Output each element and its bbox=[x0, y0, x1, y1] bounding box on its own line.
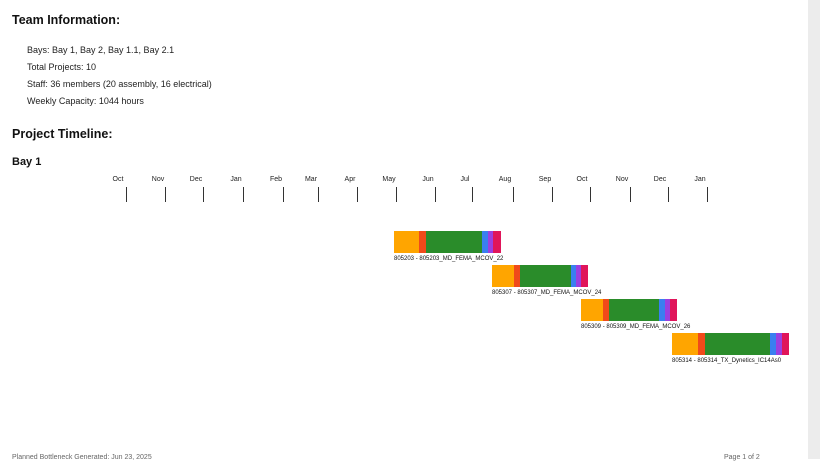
month-tick bbox=[590, 187, 591, 202]
month-tick bbox=[707, 187, 708, 202]
weekly-capacity-line: Weekly Capacity: 1044 hours bbox=[27, 96, 144, 106]
phase-segment bbox=[576, 265, 581, 287]
phase-segment bbox=[520, 265, 571, 287]
project-label: 805307 - 805307_MD_FEMA_MCOV_24 bbox=[492, 290, 602, 296]
bays-line: Bays: Bay 1, Bay 2, Bay 1.1, Bay 2.1 bbox=[27, 45, 175, 55]
project-label: 805309 - 805309_MD_FEMA_MCOV_26 bbox=[581, 324, 691, 330]
month-tick bbox=[396, 187, 397, 202]
month-label: Dec bbox=[653, 176, 667, 183]
month-label: Apr bbox=[344, 176, 356, 183]
phase-segment bbox=[394, 231, 419, 253]
month-label: Jan bbox=[694, 176, 706, 183]
project-bar[interactable] bbox=[581, 299, 677, 321]
month-tick bbox=[552, 187, 553, 202]
month-tick bbox=[357, 187, 358, 202]
phase-segment bbox=[776, 333, 782, 355]
month-label: May bbox=[382, 176, 396, 183]
month-label: Jul bbox=[460, 176, 470, 183]
month-label: Feb bbox=[269, 176, 283, 183]
month-tick bbox=[513, 187, 514, 202]
phase-segment bbox=[603, 299, 609, 321]
total-projects-line: Total Projects: 10 bbox=[27, 62, 97, 72]
project-bar[interactable] bbox=[492, 265, 588, 287]
month-label: Dec bbox=[189, 176, 203, 183]
bay-heading: Bay 1 bbox=[12, 156, 42, 168]
footer-left: Planned Bottleneck Generated: Jun 23, 20… bbox=[12, 454, 152, 461]
phase-segment bbox=[782, 333, 789, 355]
project-label: 805314 - 805314_TX_Dynetics_IC14As0 bbox=[672, 358, 782, 364]
month-tick bbox=[283, 187, 284, 202]
phase-segment bbox=[705, 333, 770, 355]
phase-segment bbox=[770, 333, 776, 355]
project-bar[interactable] bbox=[394, 231, 501, 253]
phase-segment bbox=[665, 299, 670, 321]
phase-segment bbox=[492, 265, 514, 287]
month-tick bbox=[668, 187, 669, 202]
month-tick bbox=[435, 187, 436, 202]
scrollbar[interactable] bbox=[808, 0, 820, 459]
team-information-heading: Team Information: bbox=[12, 13, 121, 27]
staff-line: Staff: 36 members (20 assembly, 16 elect… bbox=[27, 79, 212, 89]
phase-segment bbox=[571, 265, 576, 287]
month-label: Jun bbox=[422, 176, 434, 183]
phase-segment bbox=[609, 299, 659, 321]
month-tick bbox=[472, 187, 473, 202]
month-label: Mar bbox=[304, 176, 318, 183]
month-label: Nov bbox=[151, 176, 165, 183]
phase-segment bbox=[581, 299, 603, 321]
footer-page-number: Page 1 of 2 bbox=[724, 454, 760, 461]
project-timeline-heading: Project Timeline: bbox=[12, 127, 113, 141]
month-label: Nov bbox=[615, 176, 629, 183]
phase-segment bbox=[659, 299, 665, 321]
month-label: Aug bbox=[498, 176, 512, 183]
phase-segment bbox=[419, 231, 426, 253]
project-bar[interactable] bbox=[672, 333, 789, 355]
phase-segment bbox=[581, 265, 588, 287]
phase-segment bbox=[488, 231, 493, 253]
month-tick bbox=[243, 187, 244, 202]
phase-segment bbox=[672, 333, 698, 355]
month-tick bbox=[126, 187, 127, 202]
phase-segment bbox=[426, 231, 482, 253]
month-tick bbox=[630, 187, 631, 202]
month-label: Sep bbox=[538, 176, 552, 183]
month-tick bbox=[165, 187, 166, 202]
project-label: 805203 - 805203_MD_FEMA_MCOV_22 bbox=[394, 256, 504, 262]
month-tick bbox=[203, 187, 204, 202]
phase-segment bbox=[514, 265, 520, 287]
month-label: Oct bbox=[576, 176, 588, 183]
month-tick bbox=[318, 187, 319, 202]
month-label: Oct bbox=[112, 176, 124, 183]
phase-segment bbox=[482, 231, 488, 253]
phase-segment bbox=[670, 299, 677, 321]
month-label: Jan bbox=[230, 176, 242, 183]
phase-segment bbox=[698, 333, 705, 355]
phase-segment bbox=[493, 231, 501, 253]
